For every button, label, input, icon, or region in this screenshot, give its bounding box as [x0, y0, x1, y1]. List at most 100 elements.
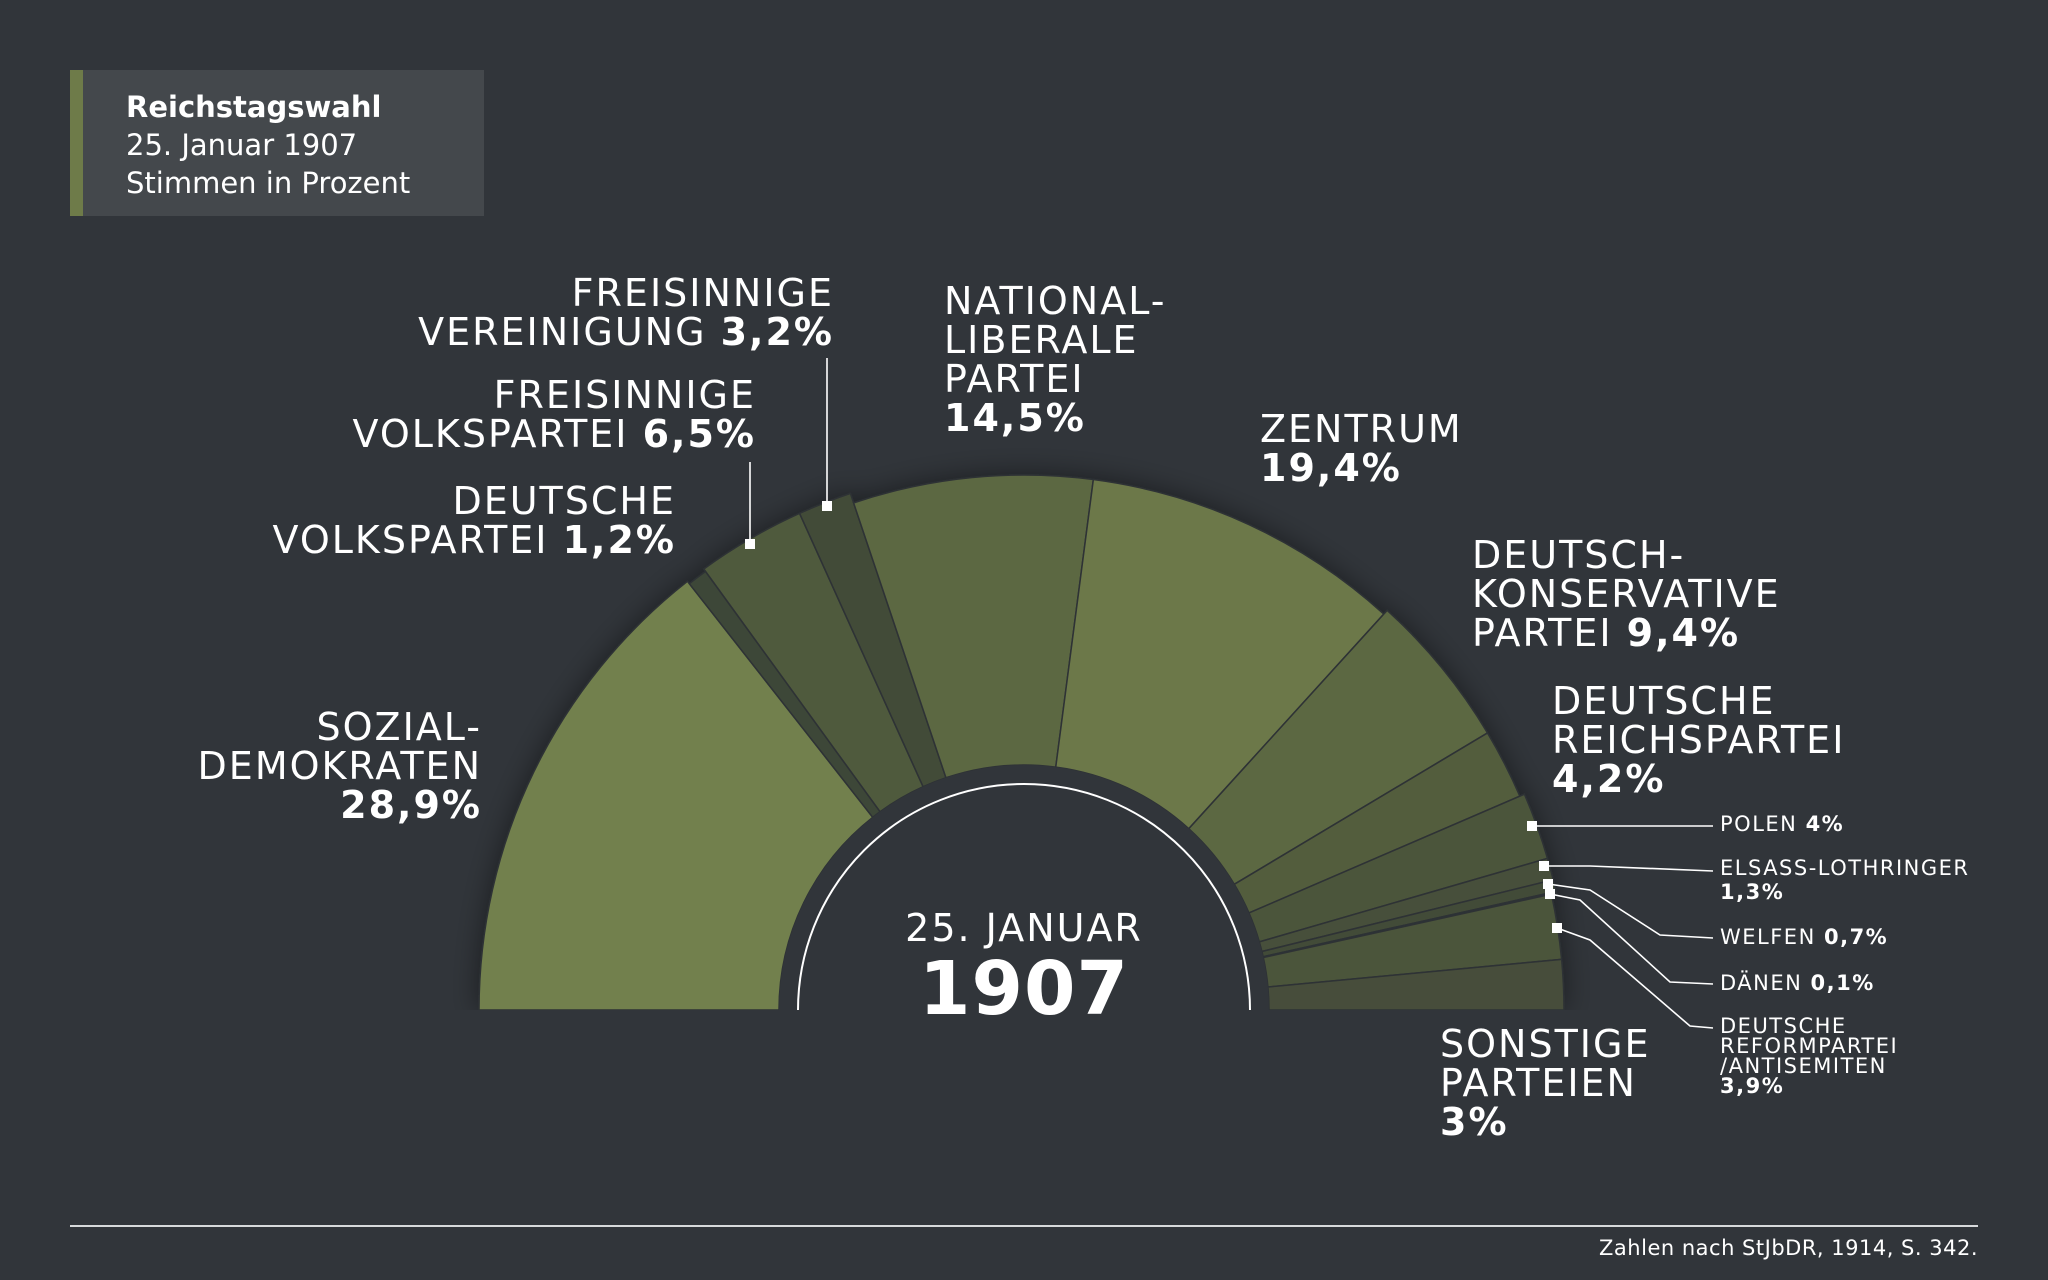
label-name-text-zen-0: ZENTRUM [1260, 407, 1463, 451]
label-name-text-fvg-1: VEREINIGUNG [418, 310, 707, 354]
label-name-dvp-0: DEUTSCHE [273, 482, 676, 521]
label-dref: DEUTSCHE REFORMPARTEI/ANTISEMITEN 3,9% [1720, 1014, 1899, 1098]
label-value-zen: 19,4% [1260, 446, 1402, 490]
label-drp: DEUTSCHE REICHSPARTEI 4,2% [1552, 682, 1845, 799]
label-name-spd-1: DEMOKRATEN [198, 747, 482, 786]
label-name-text-spd-0: SOZIAL- [316, 705, 482, 749]
center-year: 1907 [919, 946, 1129, 1032]
label-name-fvg-1: VEREINIGUNG 3,2% [418, 313, 834, 352]
leader-lines [745, 358, 1714, 1029]
label-value-son: 3% [1440, 1100, 1509, 1144]
label-name-text-dvp-0: DEUTSCHE [452, 479, 676, 523]
label-dkp: DEUTSCH- KONSERVATIVE PARTEI 9,4% [1472, 536, 1781, 653]
baseline-mask [440, 1010, 1600, 1040]
title-box: Reichstagswahl 25. Januar 1907 Stimmen i… [70, 70, 484, 216]
label-name-text-dan-0: DÄNEN [1720, 971, 1803, 995]
label-value-drp: 4,2% [1552, 757, 1666, 801]
label-value-line-drp: 4,2% [1552, 760, 1845, 799]
label-value-els: 1,3% [1720, 880, 1785, 904]
label-value-wel: 0,7% [1823, 925, 1889, 949]
leader-marker-pol [1527, 821, 1537, 831]
label-value-fvp: 6,5% [642, 412, 756, 456]
label-name-spd-0: SOZIAL- [198, 708, 482, 747]
leader-line-els [1544, 865, 1714, 872]
label-value-pol: 4% [1805, 812, 1845, 836]
label-name-dref-2: /ANTISEMITEN [1720, 1054, 1898, 1078]
label-name-dkp-2: PARTEI 9,4% [1472, 614, 1781, 653]
label-dan: DÄNEN 0,1% [1720, 971, 1875, 995]
label-name-fvg-0: FREISINNIGE [418, 274, 834, 313]
label-value-spd: 28,9% [340, 783, 482, 827]
label-fvp: FREISINNIGE VOLKSPARTEI 6,5% [353, 376, 756, 454]
label-name-text-drp-0: DEUTSCHE [1552, 679, 1776, 723]
label-son: SONSTIGE PARTEIEN 3% [1440, 1025, 1650, 1142]
label-name-text-dkp-0: DEUTSCH- [1472, 533, 1686, 577]
label-name-dan-0: DÄNEN 0,1% [1720, 971, 1875, 995]
label-fvg: FREISINNIGE VEREINIGUNG 3,2% [418, 274, 834, 352]
footer-divider [70, 1225, 1978, 1227]
label-value-line-son: 3% [1440, 1103, 1650, 1142]
label-name-text-son-1: PARTEIEN [1440, 1061, 1637, 1105]
leader-line-dref [1556, 927, 1714, 1029]
title-line-1: Reichstagswahl [126, 90, 382, 124]
label-name-son-0: SONSTIGE [1440, 1025, 1650, 1064]
leader-marker-fvg [822, 501, 832, 511]
label-name-pol-0: POLEN 4% [1720, 812, 1844, 836]
leader-marker-wel [1543, 879, 1553, 889]
label-name-text-fvp-1: VOLKSPARTEI [352, 412, 629, 456]
label-name-text-dkp-2: PARTEI [1472, 611, 1613, 655]
label-name-dkp-0: DEUTSCH- [1472, 536, 1781, 575]
leader-line-dan [1549, 893, 1714, 985]
label-name-drp-0: DEUTSCHE [1552, 682, 1845, 721]
label-pol: POLEN 4% [1720, 812, 1844, 836]
center-date: 25. JANUAR [905, 906, 1143, 950]
title-text: Reichstagswahl 25. Januar 1907 Stimmen i… [126, 88, 410, 202]
label-name-dref-0: DEUTSCHE [1720, 1014, 1898, 1038]
label-name-els-0: ELSASS-LOTHRINGER [1720, 856, 1970, 880]
label-dvp: DEUTSCHE VOLKSPARTEI 1,2% [273, 482, 676, 560]
label-name-fvp-1: VOLKSPARTEI 6,5% [353, 415, 756, 454]
label-name-text-nlp-0: NATIONAL- [944, 279, 1167, 323]
label-name-text-fvg-0: FREISINNIGE [571, 271, 834, 315]
label-value-line-els: 1,3% [1720, 880, 1970, 904]
label-name-fvp-0: FREISINNIGE [353, 376, 756, 415]
label-name-nlp-1: LIBERALE [944, 321, 1166, 360]
label-spd: SOZIAL- DEMOKRATEN 28,9% [198, 708, 482, 825]
label-wel: WELFEN 0,7% [1720, 925, 1888, 949]
center-ring [797, 783, 1251, 1011]
leader-marker-dref [1552, 923, 1562, 933]
label-name-text-spd-1: DEMOKRATEN [197, 744, 482, 788]
label-value-line-nlp: 14,5% [944, 399, 1166, 438]
label-value-dkp: 9,4% [1626, 611, 1741, 655]
label-value-fvg: 3,2% [720, 310, 834, 354]
label-value-dref: 3,9% [1720, 1074, 1785, 1098]
label-name-text-dref-0: DEUTSCHE [1720, 1014, 1847, 1038]
label-name-text-els-0: ELSASS-LOTHRINGER [1720, 856, 1970, 880]
source-note: Zahlen nach StJbDR, 1914, S. 342. [1599, 1236, 1978, 1260]
label-name-text-drp-1: REICHSPARTEI [1552, 718, 1846, 762]
label-name-text-pol-0: POLEN [1720, 812, 1798, 836]
label-name-wel-0: WELFEN 0,7% [1720, 925, 1888, 949]
label-name-text-nlp-1: LIBERALE [944, 318, 1139, 362]
title-line-3: Stimmen in Prozent [126, 166, 411, 200]
label-name-text-dvp-1: VOLKSPARTEI [272, 518, 549, 562]
center-hole-group [440, 765, 1600, 1040]
label-name-text-dref-2: /ANTISEMITEN [1720, 1054, 1887, 1078]
label-name-dkp-1: KONSERVATIVE [1472, 575, 1781, 614]
label-value-line-spd: 28,9% [198, 786, 482, 825]
leader-marker-els [1539, 861, 1549, 871]
label-value-line-zen: 19,4% [1260, 449, 1463, 488]
label-value-line-dref: 3,9% [1720, 1074, 1898, 1098]
label-name-text-wel-0: WELFEN [1720, 925, 1816, 949]
label-name-text-dref-1: REFORMPARTEI [1720, 1034, 1899, 1058]
label-name-zen-0: ZENTRUM [1260, 410, 1463, 449]
label-value-nlp: 14,5% [944, 396, 1086, 440]
label-name-text-dkp-1: KONSERVATIVE [1472, 572, 1781, 616]
label-name-text-nlp-2: PARTEI [944, 357, 1085, 401]
leader-line-wel [1547, 883, 1714, 939]
label-name-dref-1: REFORMPARTEI [1720, 1034, 1899, 1058]
center-hole [779, 765, 1269, 1010]
label-value-dan: 0,1% [1810, 971, 1875, 995]
